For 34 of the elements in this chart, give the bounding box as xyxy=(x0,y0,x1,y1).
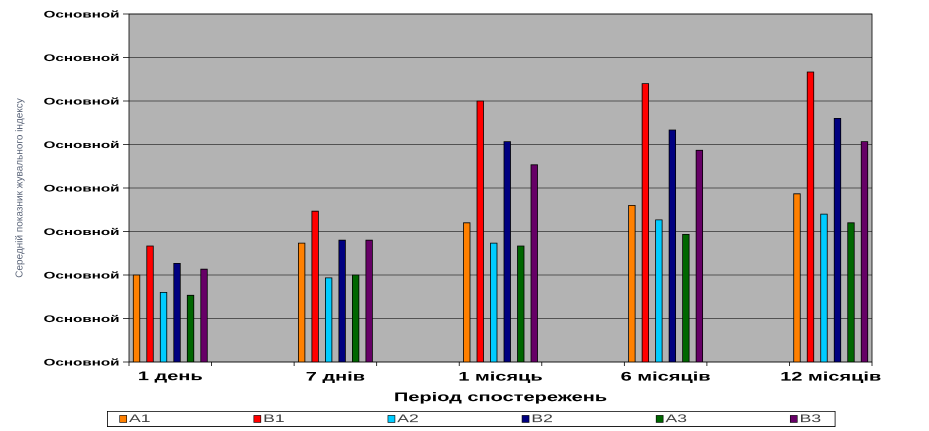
text: Основной xyxy=(44,54,118,62)
bar xyxy=(200,268,208,362)
bar xyxy=(847,222,855,362)
bar xyxy=(132,274,140,362)
text: Основной xyxy=(44,358,118,366)
x-tick-label: 1 місяць xyxy=(460,372,542,384)
bar xyxy=(806,72,814,362)
bar xyxy=(820,214,828,362)
legend-label: A2 xyxy=(397,414,418,422)
x-axis-title: Період спостережень xyxy=(395,392,606,404)
x-tick-label: 6 місяців xyxy=(621,372,710,384)
bar xyxy=(793,193,801,362)
text: Основной xyxy=(44,10,118,18)
text: Основной xyxy=(44,140,118,148)
legend-label: B2 xyxy=(532,414,552,422)
bar xyxy=(186,294,194,362)
text: Основной xyxy=(44,228,118,236)
legend-label: B3 xyxy=(801,414,820,422)
text: Середній показник жувального індексу xyxy=(15,98,25,278)
legend-label: A1 xyxy=(129,414,150,422)
bar xyxy=(160,292,168,362)
x-tick-label: 1 день xyxy=(139,372,202,383)
x-tick-label: 12 місяців xyxy=(781,372,880,384)
x-tick-label: 7 днів xyxy=(306,372,364,384)
bar xyxy=(173,263,181,362)
text: Основной xyxy=(44,271,118,279)
bar xyxy=(146,246,154,362)
legend-label: A3 xyxy=(665,414,686,422)
text: Основной xyxy=(44,314,118,322)
text: Основной xyxy=(44,97,118,105)
bar xyxy=(834,118,842,362)
text: Основной xyxy=(44,184,118,192)
legend-label: B1 xyxy=(264,414,284,422)
bar xyxy=(860,141,868,362)
